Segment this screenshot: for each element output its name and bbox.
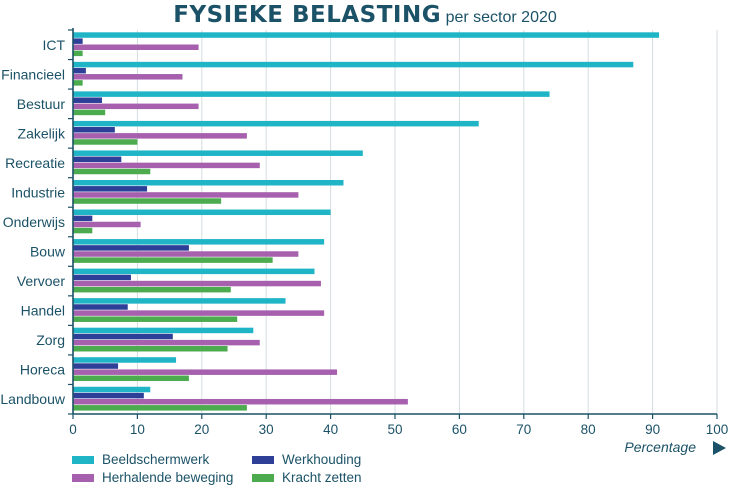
legend-item-beeldschermwerk: Beeldschermwerk [72,452,209,467]
bar-onderwijs-herhalende-beweging [73,221,141,228]
x-tick-label: 50 [387,422,402,437]
bar-industrie-werkhouding [73,186,148,192]
bar-horeca-kracht-zetten [73,375,189,382]
bar-zakelijk-beeldschermwerk [73,120,479,127]
bar-recreatie-werkhouding [73,156,122,163]
bar-zorg-kracht-zetten [73,345,228,352]
bar-landbouw-beeldschermwerk [73,386,151,393]
y-tick-label: Recreatie [5,155,65,171]
legend-label: Herhalende beweging [102,470,234,485]
y-tick-label: Horeca [20,362,65,378]
bar-bestuur-werkhouding [73,97,102,103]
bar-ict-werkhouding [73,38,83,44]
y-tick-label: ICT [42,37,65,53]
chart-title: FYSIEKE BELASTING per sector 2020 [0,2,730,28]
bar-handel-herhalende-beweging [73,310,325,316]
y-tick-label: Vervoer [17,273,66,289]
x-tick-label: 40 [323,422,338,437]
y-tick-label: Bestuur [17,96,66,112]
bar-landbouw-herhalende-beweging [73,398,408,405]
x-tick-label: 70 [516,422,531,437]
bar-recreatie-herhalende-beweging [73,162,260,169]
x-tick-label: 80 [581,422,596,437]
bar-bestuur-kracht-zetten [73,109,106,116]
bar-bouw-herhalende-beweging [73,251,299,257]
bar-landbouw-werkhouding [73,392,144,399]
bar-bestuur-beeldschermwerk [73,91,550,97]
legend-swatch [252,473,274,482]
bar-recreatie-beeldschermwerk [73,150,363,156]
x-tick-label: 0 [69,422,77,437]
bar-zorg-werkhouding [73,333,173,340]
bar-handel-beeldschermwerk [73,298,286,304]
bar-bouw-beeldschermwerk [73,239,325,245]
chart-title-main: FYSIEKE BELASTING [173,2,442,28]
bar-bouw-kracht-zetten [73,257,273,263]
y-tick-label: Bouw [30,244,66,260]
bar-industrie-beeldschermwerk [73,179,344,186]
legend-label: Werkhouding [282,452,362,467]
bar-horeca-werkhouding [73,363,119,369]
bar-bestuur-herhalende-beweging [73,103,199,110]
bar-handel-werkhouding [73,304,128,310]
bar-onderwijs-beeldschermwerk [73,209,331,216]
y-tick-label: Landbouw [0,391,66,407]
x-tick-label: 10 [130,422,145,437]
bar-industrie-herhalende-beweging [73,192,299,198]
legend-item-herhalende-beweging: Herhalende beweging [72,470,233,485]
y-tick-label: Industrie [11,184,65,200]
x-tick-label: 90 [645,422,660,437]
bar-financieel-werkhouding [73,67,86,74]
bar-recreatie-kracht-zetten [73,168,151,175]
bar-zakelijk-werkhouding [73,127,115,133]
bar-ict-herhalende-beweging [73,44,199,50]
x-axis-label: Percentage [624,439,696,455]
y-tick-label: Onderwijs [3,214,65,230]
legend-label: Kracht zetten [282,470,362,485]
y-tick-label: Financieel [1,66,65,82]
bar-handel-kracht-zetten [73,316,238,322]
bar-onderwijs-werkhouding [73,215,93,222]
bar-zorg-herhalende-beweging [73,339,260,346]
y-tick-label: Handel [21,303,65,319]
bar-ict-kracht-zetten [73,50,83,57]
bar-vervoer-kracht-zetten [73,286,231,293]
bar-vervoer-herhalende-beweging [73,280,321,287]
x-tick-label: 100 [706,422,729,437]
bar-financieel-herhalende-beweging [73,74,183,80]
x-axis-arrow-icon [713,441,726,455]
legend-swatch [252,455,274,464]
legend-item-kracht-zetten: Kracht zetten [252,470,362,485]
legend-label: Beeldschermwerk [102,452,210,467]
bar-zakelijk-herhalende-beweging [73,133,247,139]
legend-swatch [72,455,94,464]
bar-horeca-beeldschermwerk [73,357,177,363]
bar-financieel-beeldschermwerk [73,61,634,68]
legend-item-werkhouding: Werkhouding [252,452,361,467]
x-tick-label: 20 [194,422,209,437]
bar-financieel-kracht-zetten [73,80,83,86]
bar-horeca-herhalende-beweging [73,369,338,375]
bar-onderwijs-kracht-zetten [73,227,93,234]
x-tick-label: 60 [452,422,467,437]
legend-swatch [72,473,94,482]
x-tick-label: 30 [259,422,274,437]
bar-ict-beeldschermwerk [73,32,660,38]
bar-zakelijk-kracht-zetten [73,139,138,145]
bar-landbouw-kracht-zetten [73,405,247,411]
y-tick-label: Zorg [36,332,65,348]
bar-industrie-kracht-zetten [73,198,222,204]
chart-subtitle: per sector 2020 [445,9,557,26]
y-tick-label: Zakelijk [18,125,66,141]
bar-zorg-beeldschermwerk [73,327,254,334]
bar-vervoer-beeldschermwerk [73,268,315,275]
bar-vervoer-werkhouding [73,274,131,281]
bar-bouw-werkhouding [73,245,189,251]
